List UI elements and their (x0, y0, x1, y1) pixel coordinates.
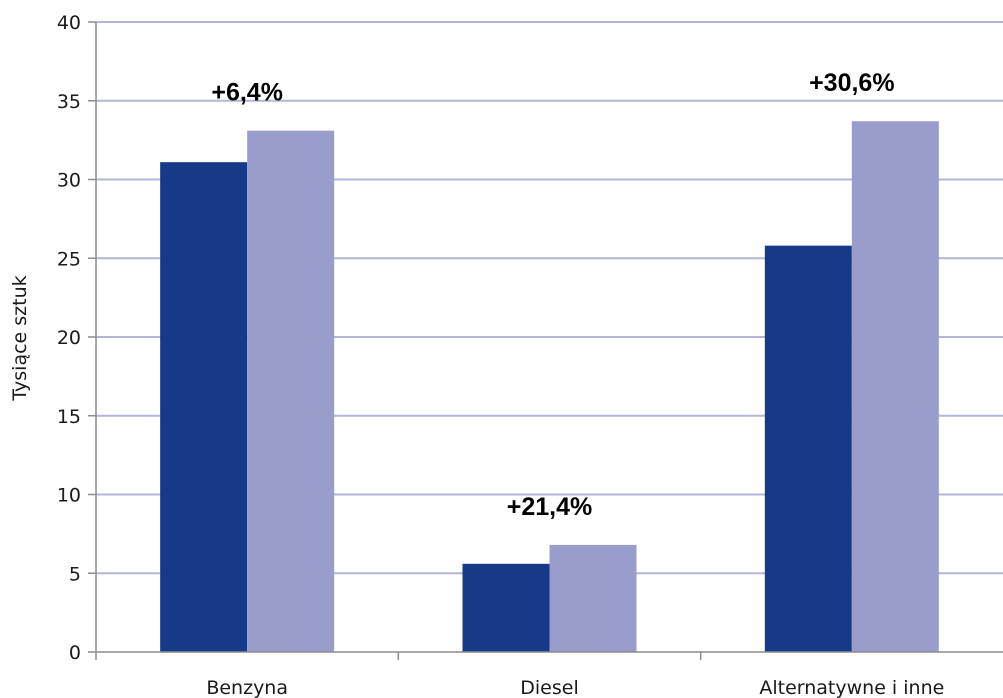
bar-annotation: +6,4% (211, 79, 283, 107)
axes (88, 21, 1003, 660)
x-category-label: Diesel (520, 677, 578, 698)
category-labels: Benzyna Diesel Alternatywne i inne (206, 677, 944, 698)
bar-series-2-2 (851, 121, 939, 653)
bar-annotation: +21,4% (507, 493, 593, 521)
bar-series-2-0 (247, 130, 335, 653)
bar-annotation: +30,6% (809, 69, 895, 97)
y-tick-label: 40 (57, 12, 81, 34)
y-tick-label: 20 (57, 327, 81, 349)
bar-series-1-1 (462, 563, 550, 652)
bar-series-1-0 (160, 162, 248, 653)
bar-series-1-2 (764, 245, 852, 652)
y-tick-label: 0 (69, 642, 81, 664)
bars (160, 121, 939, 653)
y-tick-label: 30 (57, 170, 81, 192)
y-tick-label: 10 (57, 485, 81, 507)
bar-series-2-1 (549, 544, 637, 652)
y-tick-label: 35 (57, 91, 81, 113)
x-category-label: Benzyna (206, 677, 288, 698)
x-category-label: Alternatywne i inne (759, 677, 944, 698)
y-tick-labels: 0 5 10 15 20 25 30 35 40 (57, 12, 81, 664)
y-tick-label: 15 (57, 406, 81, 428)
y-tick-label: 5 (69, 563, 81, 585)
y-tick-label: 25 (57, 248, 81, 270)
bar-annotations: +6,4% +21,4% +30,6% (211, 69, 894, 521)
y-axis-title: Tysiące sztuk (9, 275, 31, 401)
